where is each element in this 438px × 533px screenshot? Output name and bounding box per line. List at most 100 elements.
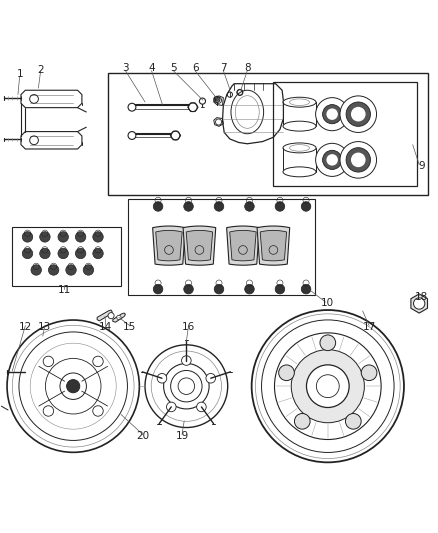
Circle shape <box>171 131 180 140</box>
Circle shape <box>93 232 103 242</box>
Text: 20: 20 <box>136 431 149 441</box>
Circle shape <box>326 154 338 166</box>
Circle shape <box>31 265 42 275</box>
Text: 4: 4 <box>148 63 155 74</box>
Ellipse shape <box>283 121 316 131</box>
Text: 17: 17 <box>363 322 376 333</box>
Bar <box>273 82 417 186</box>
Text: 5: 5 <box>170 63 177 74</box>
Polygon shape <box>113 313 125 322</box>
Circle shape <box>188 103 197 111</box>
Bar <box>12 228 121 286</box>
Circle shape <box>128 132 136 140</box>
Bar <box>108 73 428 195</box>
Circle shape <box>108 313 114 319</box>
Polygon shape <box>226 226 259 265</box>
Circle shape <box>128 103 136 111</box>
Circle shape <box>326 108 338 120</box>
Circle shape <box>153 201 163 211</box>
Circle shape <box>346 102 371 126</box>
Ellipse shape <box>283 97 316 107</box>
Text: 19: 19 <box>175 431 189 441</box>
Circle shape <box>197 402 206 411</box>
Circle shape <box>275 201 285 211</box>
Text: 13: 13 <box>38 322 52 333</box>
Circle shape <box>75 232 86 242</box>
Text: 15: 15 <box>123 322 136 333</box>
Circle shape <box>245 284 254 294</box>
Circle shape <box>301 284 311 294</box>
Text: 16: 16 <box>182 322 195 333</box>
Polygon shape <box>156 230 182 261</box>
Circle shape <box>182 356 191 365</box>
Ellipse shape <box>283 143 316 153</box>
Circle shape <box>340 96 377 133</box>
Circle shape <box>279 365 294 381</box>
Circle shape <box>301 201 311 211</box>
Circle shape <box>93 248 103 259</box>
Text: 8: 8 <box>244 63 251 74</box>
Circle shape <box>58 232 68 242</box>
Circle shape <box>22 232 33 242</box>
Circle shape <box>22 248 33 259</box>
Text: 9: 9 <box>418 161 425 172</box>
Circle shape <box>245 201 254 211</box>
Polygon shape <box>230 230 256 261</box>
Ellipse shape <box>283 167 316 177</box>
Circle shape <box>316 98 349 131</box>
Circle shape <box>48 265 59 275</box>
Polygon shape <box>183 226 216 265</box>
Circle shape <box>346 414 361 429</box>
Text: 18: 18 <box>415 292 428 302</box>
Polygon shape <box>411 294 427 313</box>
Circle shape <box>214 201 224 211</box>
Polygon shape <box>260 230 286 261</box>
Circle shape <box>322 104 342 124</box>
Text: 7: 7 <box>220 63 226 74</box>
Polygon shape <box>257 226 290 265</box>
Circle shape <box>413 298 425 309</box>
Text: 6: 6 <box>192 63 198 74</box>
Circle shape <box>351 107 366 122</box>
Circle shape <box>346 148 371 172</box>
Text: 12: 12 <box>19 322 32 333</box>
Text: 10: 10 <box>321 298 334 309</box>
Text: 14: 14 <box>99 322 113 333</box>
Circle shape <box>237 90 243 95</box>
Circle shape <box>294 414 310 429</box>
Circle shape <box>153 284 163 294</box>
Circle shape <box>215 98 219 101</box>
Text: 1: 1 <box>16 69 23 79</box>
Circle shape <box>307 365 349 408</box>
Circle shape <box>75 248 86 259</box>
Text: 2: 2 <box>37 65 44 75</box>
Text: 11: 11 <box>58 286 71 295</box>
Circle shape <box>361 365 377 381</box>
Circle shape <box>184 201 193 211</box>
Circle shape <box>166 402 176 411</box>
Circle shape <box>351 152 366 167</box>
Circle shape <box>322 150 342 169</box>
Circle shape <box>184 284 193 294</box>
Circle shape <box>214 284 224 294</box>
Circle shape <box>117 315 121 320</box>
Circle shape <box>238 91 242 94</box>
Circle shape <box>40 232 50 242</box>
Circle shape <box>67 379 80 393</box>
Circle shape <box>157 374 167 383</box>
Polygon shape <box>97 310 113 321</box>
Circle shape <box>291 350 364 423</box>
Circle shape <box>171 370 202 402</box>
Circle shape <box>66 265 76 275</box>
Circle shape <box>40 248 50 259</box>
Text: 3: 3 <box>122 63 129 74</box>
Circle shape <box>320 335 336 351</box>
Circle shape <box>275 284 285 294</box>
Circle shape <box>83 265 94 275</box>
Polygon shape <box>152 226 185 265</box>
Circle shape <box>58 248 68 259</box>
Circle shape <box>316 143 349 176</box>
Circle shape <box>206 374 215 383</box>
Circle shape <box>340 142 377 178</box>
Polygon shape <box>186 230 212 261</box>
